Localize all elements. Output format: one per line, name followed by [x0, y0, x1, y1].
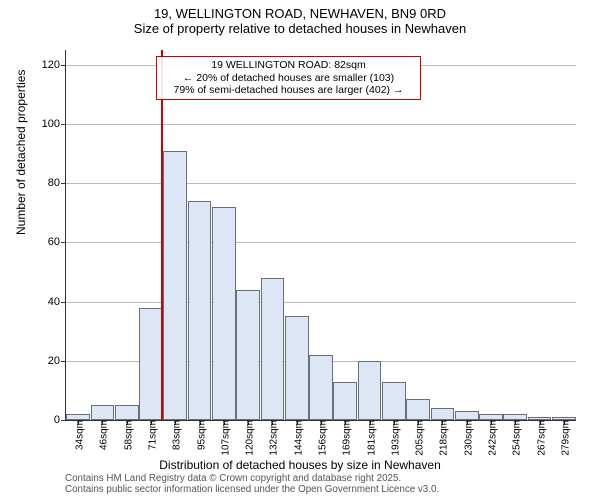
x-tick-label: 254sqm: [508, 420, 523, 456]
gridline: [66, 302, 576, 303]
histogram-bar: [406, 399, 430, 420]
gridline: [66, 124, 576, 125]
x-tick-label: 156sqm: [314, 420, 329, 456]
annotation-line1: 19 WELLINGTON ROAD: 82sqm: [162, 59, 415, 72]
gridline: [66, 183, 576, 184]
histogram-bar: [261, 278, 285, 420]
histogram-bar: [212, 207, 236, 420]
x-tick-label: 169sqm: [338, 420, 353, 456]
histogram-bar: [188, 201, 212, 420]
histogram-bar: [358, 361, 382, 420]
x-axis-label: Distribution of detached houses by size …: [0, 458, 600, 472]
footnote-line2: Contains public sector information licen…: [65, 484, 439, 496]
y-tick-label: 120: [42, 59, 66, 71]
x-tick-label: 95sqm: [192, 420, 207, 450]
histogram-bar: [431, 408, 455, 420]
x-tick-label: 230sqm: [459, 420, 474, 456]
x-tick-label: 193sqm: [386, 420, 401, 456]
x-tick-label: 34sqm: [71, 420, 86, 450]
x-tick-label: 58sqm: [119, 420, 134, 450]
x-tick-label: 144sqm: [289, 420, 304, 456]
y-tick-label: 20: [48, 355, 66, 367]
x-tick-label: 120sqm: [241, 420, 256, 456]
y-tick-label: 40: [48, 296, 66, 308]
plot-area: 19 WELLINGTON ROAD: 82sqm ← 20% of detac…: [65, 50, 576, 421]
histogram-bar: [333, 382, 357, 420]
x-tick-label: 71sqm: [144, 420, 159, 450]
x-tick-label: 107sqm: [216, 420, 231, 456]
title-secondary: Size of property relative to detached ho…: [0, 21, 600, 36]
gridline: [66, 242, 576, 243]
histogram-bar: [382, 382, 406, 420]
titles: 19, WELLINGTON ROAD, NEWHAVEN, BN9 0RD S…: [0, 0, 600, 36]
histogram-bar: [455, 411, 479, 420]
x-tick-label: 46sqm: [95, 420, 110, 450]
title-primary: 19, WELLINGTON ROAD, NEWHAVEN, BN9 0RD: [0, 6, 600, 21]
y-tick-label: 100: [42, 118, 66, 130]
histogram-bar: [115, 405, 139, 420]
x-tick-label: 279sqm: [556, 420, 571, 456]
y-tick-label: 0: [54, 414, 66, 426]
x-tick-label: 242sqm: [484, 420, 499, 456]
x-tick-label: 83sqm: [168, 420, 183, 450]
marker-line: [161, 50, 163, 420]
histogram-bar: [91, 405, 115, 420]
footnote: Contains HM Land Registry data © Crown c…: [65, 473, 439, 497]
y-tick-label: 60: [48, 236, 66, 248]
x-tick-label: 205sqm: [411, 420, 426, 456]
histogram-bar: [236, 290, 260, 420]
y-axis-label: Number of detached properties: [14, 70, 28, 235]
histogram-bar: [309, 355, 333, 420]
chart-container: 19, WELLINGTON ROAD, NEWHAVEN, BN9 0RD S…: [0, 0, 600, 500]
x-tick-label: 267sqm: [532, 420, 547, 456]
x-tick-label: 181sqm: [362, 420, 377, 456]
histogram-bar: [285, 316, 309, 420]
annotation-box: 19 WELLINGTON ROAD: 82sqm ← 20% of detac…: [156, 56, 421, 100]
histogram-bar: [139, 308, 163, 420]
footnote-line1: Contains HM Land Registry data © Crown c…: [65, 473, 439, 485]
y-tick-label: 80: [48, 177, 66, 189]
histogram-bar: [163, 151, 187, 420]
x-tick-label: 132sqm: [265, 420, 280, 456]
annotation-line2: ← 20% of detached houses are smaller (10…: [162, 72, 415, 85]
annotation-line3: 79% of semi-detached houses are larger (…: [162, 84, 415, 97]
x-tick-label: 218sqm: [435, 420, 450, 456]
